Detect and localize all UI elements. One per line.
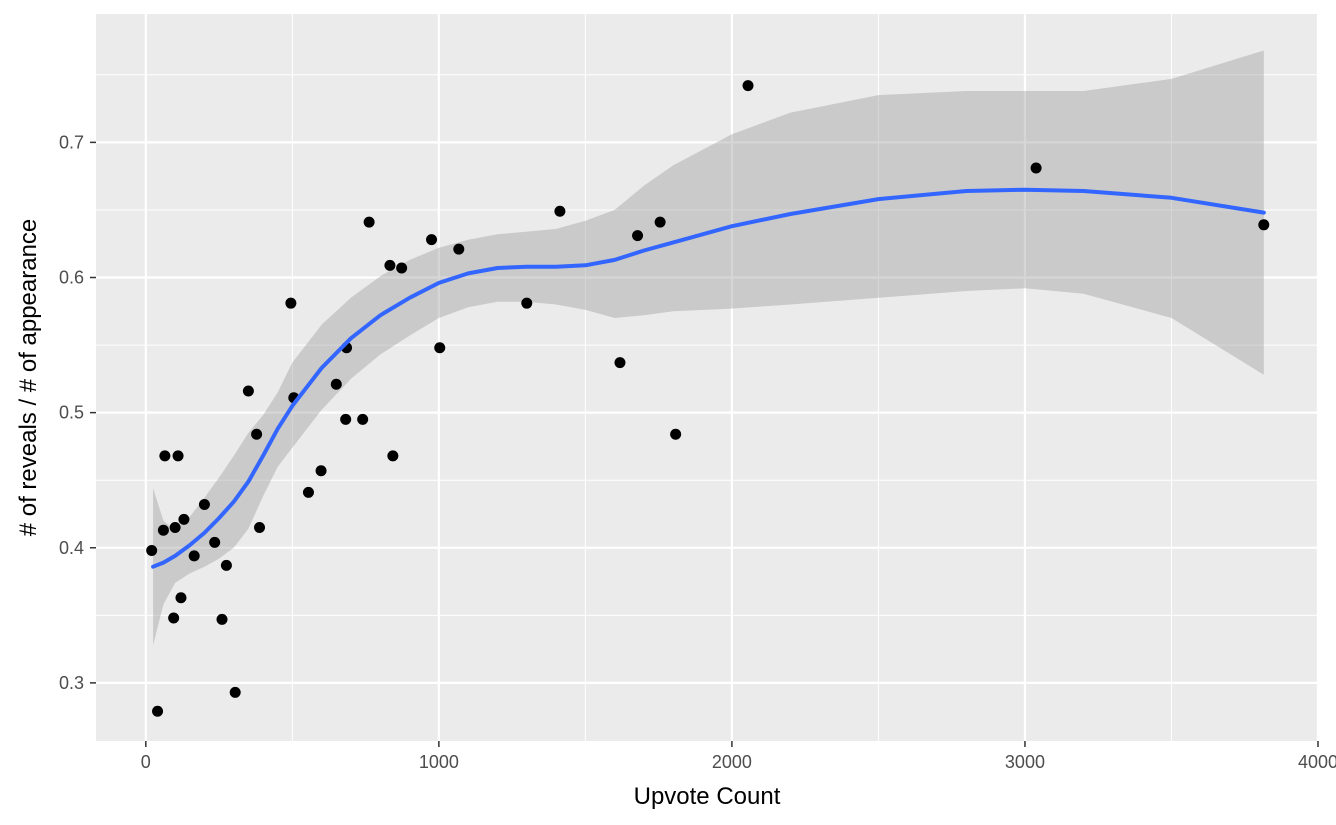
- data-point: [363, 216, 375, 228]
- data-point: [172, 450, 184, 462]
- data-point: [453, 243, 465, 255]
- data-point: [521, 297, 533, 309]
- data-point: [357, 413, 369, 425]
- data-point: [188, 550, 200, 562]
- y-tick-label: 0.6: [59, 268, 84, 288]
- data-point: [198, 499, 210, 511]
- data-point: [168, 612, 180, 624]
- x-tick-label: 3000: [1005, 752, 1045, 772]
- data-point: [387, 450, 399, 462]
- data-point: [178, 513, 190, 525]
- data-point: [330, 378, 342, 390]
- plot-panel: [96, 14, 1318, 741]
- x-tick-label: 2000: [712, 752, 752, 772]
- data-point: [152, 705, 164, 717]
- loess-smooth-line: [151, 187, 1266, 569]
- data-point: [254, 521, 266, 533]
- data-point: [209, 536, 221, 548]
- x-tick-label: 4000: [1298, 752, 1336, 772]
- x-tick-label: 1000: [419, 752, 459, 772]
- data-point: [1258, 219, 1270, 231]
- data-point: [242, 385, 254, 397]
- data-point: [632, 230, 644, 242]
- data-point: [670, 428, 682, 440]
- data-point: [216, 613, 228, 625]
- x-axis-title: Upvote Count: [634, 783, 781, 810]
- data-point: [251, 428, 263, 440]
- y-tick-label: 0.4: [59, 538, 84, 558]
- x-tick-label: 0: [141, 752, 151, 772]
- data-point: [169, 521, 181, 533]
- data-point: [434, 342, 446, 354]
- data-point: [159, 450, 171, 462]
- data-point: [742, 80, 754, 92]
- data-point: [554, 205, 566, 217]
- y-tick-label: 0.7: [59, 132, 84, 152]
- y-tick-label: 0.5: [59, 403, 84, 423]
- data-point: [396, 262, 408, 274]
- data-point: [146, 544, 158, 556]
- data-point: [175, 592, 187, 604]
- y-tick-label: 0.3: [59, 673, 84, 693]
- data-point: [229, 686, 241, 698]
- data-point: [285, 297, 297, 309]
- confidence-ribbon: [153, 50, 1264, 646]
- data-point: [384, 259, 396, 271]
- data-point: [157, 524, 169, 536]
- y-axis-title: # of reveals / # of appearance: [15, 219, 42, 537]
- data-point: [1030, 162, 1042, 174]
- data-point: [302, 486, 314, 498]
- data-point: [340, 413, 352, 425]
- data-point: [220, 559, 232, 571]
- data-point: [654, 216, 666, 228]
- data-point: [426, 234, 438, 246]
- data-point: [614, 357, 626, 369]
- data-point: [315, 465, 327, 477]
